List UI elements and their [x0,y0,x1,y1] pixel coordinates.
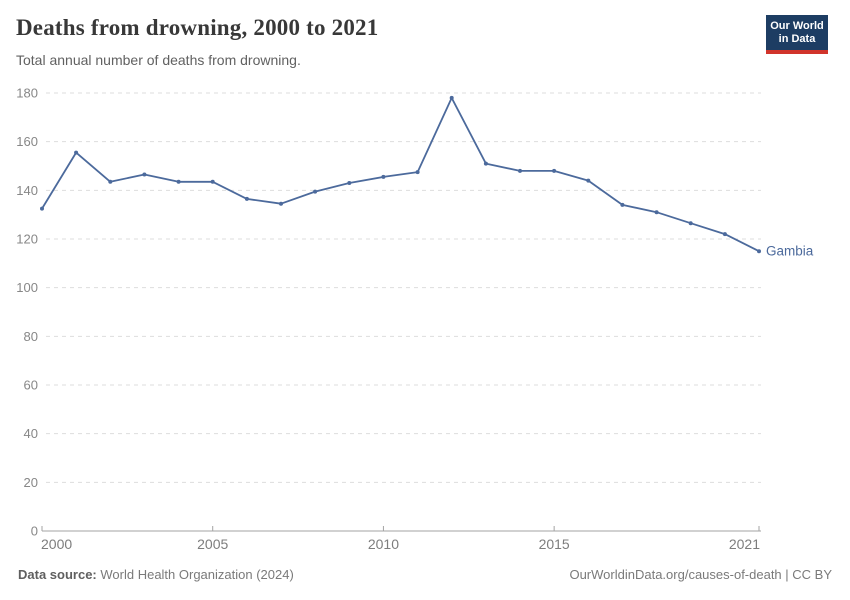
owid-logo[interactable]: Our World in Data [766,15,828,54]
y-tick-label: 60 [24,378,38,393]
x-tick-label: 2005 [197,536,228,552]
data-point [74,150,79,155]
data-source: Data source: World Health Organization (… [18,567,294,583]
logo-line1: Our World [770,20,824,32]
data-point [279,201,283,206]
x-tick-label: 2021 [729,536,760,552]
y-tick-label: 0 [31,524,38,539]
data-point [40,206,44,211]
y-tick-label: 40 [24,426,38,441]
y-tick-label: 100 [16,280,38,295]
data-point [722,232,727,237]
data-point [415,170,420,175]
data-point [620,202,625,207]
data-point [244,196,249,201]
data-source-label: Data source: [18,567,97,582]
series-line-gambia[interactable] [41,97,760,253]
data-point [586,178,591,183]
data-point [757,249,761,254]
y-tick-label: 180 [16,86,38,101]
logo-red-bar [766,50,828,54]
data-point [347,181,352,185]
y-tick-label: 80 [24,329,38,344]
x-tick-label: 2000 [41,536,72,552]
y-tick-label: 140 [16,183,38,198]
data-point [381,174,386,179]
footer-citation-link[interactable]: OurWorldinData.org/causes-of-death | CC … [569,567,832,582]
data-point [210,179,215,184]
series-end-label[interactable]: Gambia [766,244,814,259]
logo-line2: in Data [778,33,816,45]
data-point [688,221,693,226]
data-point [449,95,454,100]
data-source-value: World Health Organization (2024) [100,567,294,582]
y-tick-label: 160 [16,134,38,149]
data-point [483,161,488,166]
data-point [108,179,113,184]
y-tick-label: 120 [16,232,38,247]
data-point [142,172,147,177]
data-point [176,179,181,184]
chart-title: Deaths from drowning, 2000 to 2021 [16,15,379,40]
x-tick-label: 2010 [368,536,399,552]
owid-logo-text: Our World in Data [766,15,828,50]
data-point [518,168,522,173]
data-point [654,210,659,215]
data-point [313,189,318,194]
chart-footer: Data source: World Health Organization (… [18,567,832,583]
y-tick-label: 20 [24,475,38,490]
data-point [552,168,557,173]
x-tick-label: 2015 [539,536,570,552]
chart-subtitle: Total annual number of deaths from drown… [16,52,301,68]
